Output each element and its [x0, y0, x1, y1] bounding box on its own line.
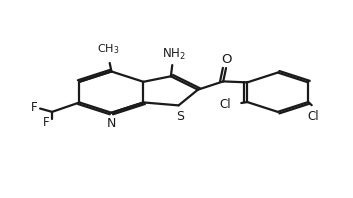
Text: NH$_2$: NH$_2$ — [162, 47, 186, 62]
Text: CH$_3$: CH$_3$ — [97, 43, 119, 56]
Text: Cl: Cl — [220, 97, 232, 110]
Text: S: S — [176, 110, 184, 123]
Text: F: F — [30, 101, 37, 114]
Text: Cl: Cl — [308, 109, 319, 123]
Text: F: F — [42, 116, 49, 129]
Text: N: N — [107, 117, 116, 130]
Text: O: O — [221, 53, 231, 67]
